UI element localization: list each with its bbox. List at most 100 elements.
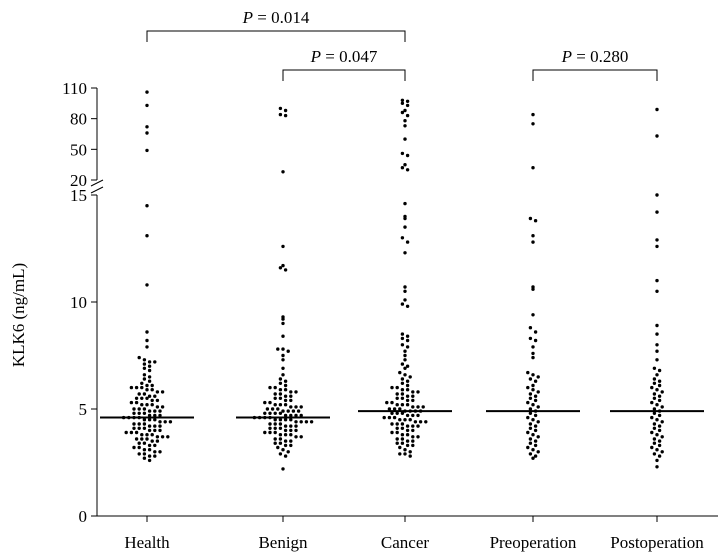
data-point [153, 454, 157, 458]
data-point [283, 413, 288, 418]
data-point [403, 358, 407, 362]
data-point [411, 428, 415, 433]
data-point [153, 450, 157, 454]
data-point [145, 388, 149, 392]
data-point [652, 452, 657, 456]
data-point [283, 433, 288, 437]
y-tick-label: 50 [70, 140, 87, 159]
data-point [650, 445, 654, 450]
data-point [163, 420, 167, 424]
data-point [411, 443, 415, 448]
data-point [395, 392, 399, 396]
data-point [400, 392, 405, 396]
data-point [273, 418, 277, 422]
data-point [411, 424, 415, 428]
data-point [134, 396, 139, 400]
data-point [129, 385, 134, 390]
data-point [652, 441, 657, 445]
data-point [124, 430, 128, 435]
data-point [147, 375, 152, 379]
data-point [655, 349, 659, 353]
data-point [134, 437, 139, 441]
data-point [278, 112, 283, 117]
data-point [160, 435, 165, 439]
data-point [531, 345, 535, 349]
data-point [398, 445, 402, 450]
data-point [166, 435, 170, 439]
data-point [270, 407, 275, 411]
data-point [405, 99, 410, 104]
data-point [265, 407, 270, 411]
data-point [528, 336, 533, 341]
data-point [528, 422, 533, 426]
data-point [150, 383, 154, 388]
data-point [142, 407, 147, 411]
data-point [140, 403, 144, 407]
data-point [416, 424, 420, 428]
data-point [145, 131, 149, 135]
data-point [132, 426, 136, 430]
data-point [278, 433, 283, 437]
data-point [395, 411, 399, 415]
data-point [528, 407, 533, 411]
data-point [403, 163, 407, 167]
data-point [526, 370, 530, 375]
data-point [390, 422, 394, 426]
data-point [281, 448, 285, 452]
data-point [400, 343, 405, 347]
data-point [129, 400, 134, 405]
data-point [421, 405, 425, 409]
data-point [158, 420, 162, 424]
data-point [137, 407, 141, 411]
data-point [528, 411, 533, 415]
data-point [652, 381, 657, 385]
data-point [655, 403, 659, 407]
data-point [536, 375, 540, 379]
data-point [400, 236, 405, 240]
significance-bracket [532, 69, 658, 81]
data-point [531, 234, 535, 238]
data-point [392, 407, 397, 411]
data-point [400, 166, 405, 170]
data-point [405, 304, 410, 308]
data-point [145, 433, 149, 437]
data-point [155, 405, 160, 409]
data-point [531, 240, 535, 244]
data-point [416, 435, 420, 439]
data-point [289, 405, 293, 409]
data-point [655, 107, 659, 112]
data-point [533, 338, 538, 343]
data-point [400, 302, 405, 306]
data-point [657, 428, 662, 433]
data-point [289, 418, 293, 422]
data-point [655, 278, 659, 283]
data-point [278, 381, 283, 385]
data-point [400, 388, 405, 392]
data-point [145, 103, 149, 108]
data-point [650, 415, 654, 420]
data-point [533, 424, 538, 428]
data-point [390, 411, 394, 415]
data-point [283, 443, 288, 448]
data-point [660, 435, 664, 439]
data-point [533, 379, 538, 383]
data-point [411, 413, 415, 418]
data-point [405, 379, 410, 383]
data-point [531, 122, 535, 126]
data-point [278, 106, 283, 111]
data-point [387, 407, 392, 411]
data-point [655, 433, 659, 437]
data-point [273, 396, 277, 400]
data-point [387, 415, 392, 420]
data-point [531, 287, 535, 291]
data-point [400, 377, 405, 381]
data-point [153, 360, 157, 364]
data-point [531, 418, 535, 422]
data-point [168, 420, 173, 424]
data-point [273, 441, 277, 445]
data-point [405, 103, 410, 108]
data-point [526, 415, 530, 420]
y-tick-label: 15 [70, 186, 87, 205]
data-point [660, 390, 664, 394]
